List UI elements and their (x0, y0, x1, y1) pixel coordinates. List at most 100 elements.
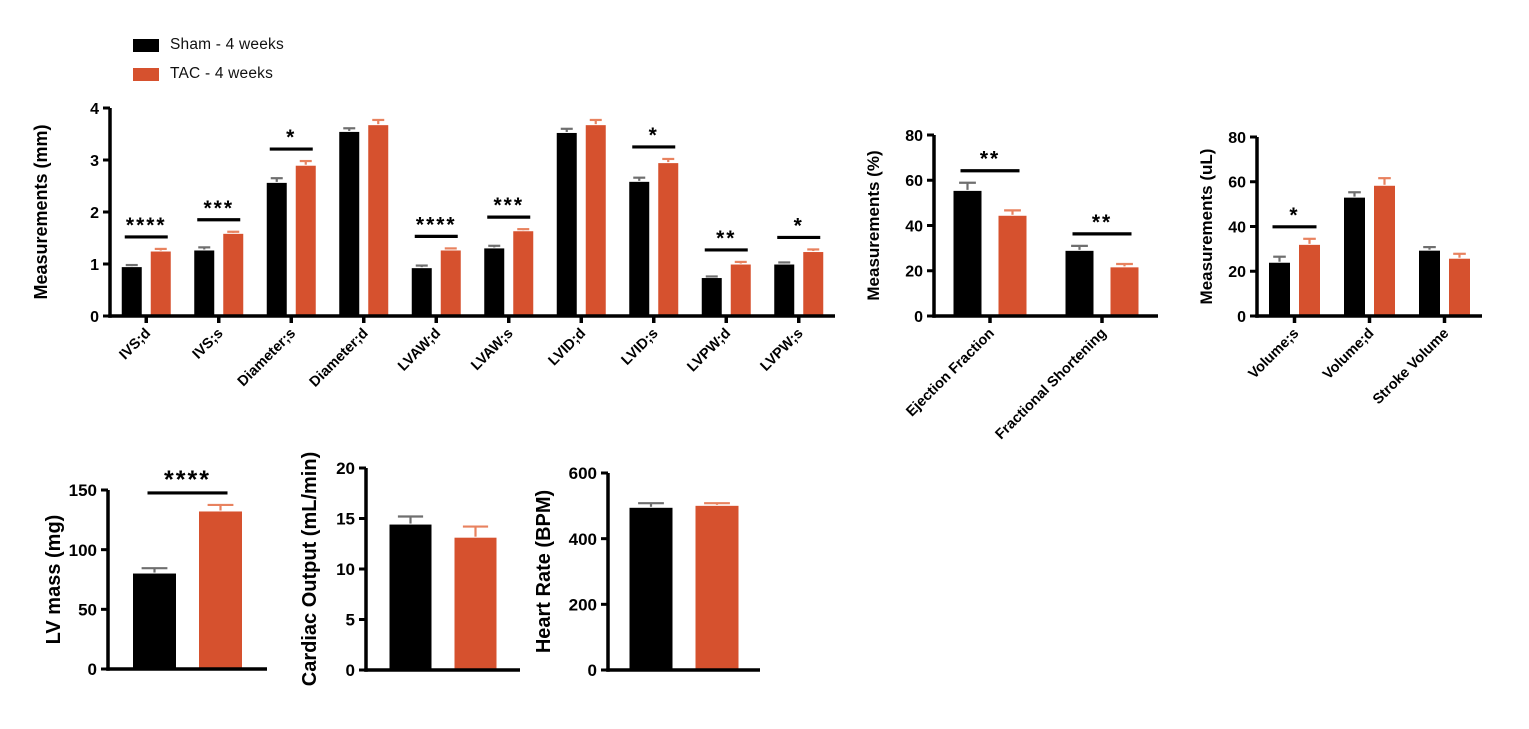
y-axis-label: Cardiac Output (mL/min) (299, 452, 321, 686)
y-tick-label: 3 (90, 153, 99, 170)
y-tick-label: 0 (346, 661, 355, 680)
legend-item-sham: Sham - 4 weeks (133, 36, 284, 54)
bar (1449, 258, 1470, 316)
bar (730, 264, 751, 316)
y-tick-label: 600 (569, 464, 597, 483)
bar (368, 125, 389, 316)
y-tick-label: 4 (90, 101, 99, 118)
bar (150, 251, 171, 316)
significance-stars: **** (416, 213, 457, 236)
significance-stars: *** (203, 197, 234, 220)
y-tick-label: 0 (90, 309, 99, 326)
bar (440, 250, 461, 316)
y-tick-label: 20 (1228, 264, 1246, 281)
chart-heart-rate: 0 200 400 600 Heart Rate (BPM) (533, 464, 760, 680)
bar (266, 182, 287, 316)
y-tick-label: 400 (569, 530, 597, 549)
chart-measurements-mm: IVS;d****IVS;s***Diameter;s*Diameter;d LV… (31, 101, 835, 391)
x-category-label: LVPW;d (684, 326, 734, 376)
chart-cardiac-output: 0 5 10 15 20 Cardiac Output (mL/min) (299, 452, 520, 686)
bar (998, 215, 1027, 316)
legend-label-tac: TAC - 4 weeks (170, 65, 274, 82)
legend-item-tac: TAC - 4 weeks (133, 65, 284, 83)
x-category-label: Stroke Volume (1370, 326, 1452, 408)
bar (223, 233, 244, 316)
y-tick-label: 200 (569, 595, 597, 614)
y-tick-label: 60 (905, 173, 923, 190)
bar (556, 132, 577, 316)
bar (953, 190, 982, 316)
y-tick-label: 10 (336, 560, 355, 579)
bar (389, 524, 432, 670)
y-axis-label: Heart Rate (BPM) (533, 490, 555, 653)
bar (411, 268, 432, 316)
x-category-label: Diameter;d (307, 326, 372, 391)
bar (701, 278, 722, 316)
y-axis-label: Measurements (%) (864, 150, 883, 300)
bar (339, 131, 360, 316)
bar (121, 267, 142, 316)
x-category-label: LVAW;s (468, 326, 516, 374)
x-category-label: Volume;d (1320, 326, 1377, 383)
x-category-label: IVS;d (117, 326, 155, 364)
y-tick-label: 0 (88, 660, 97, 679)
y-tick-label: 5 (346, 611, 355, 630)
bar (133, 573, 176, 669)
y-tick-label: 20 (336, 459, 355, 478)
bar (695, 505, 739, 670)
y-tick-label: 40 (1228, 219, 1246, 236)
significance-stars: ** (716, 227, 736, 250)
bar (774, 264, 795, 316)
y-tick-label: 20 (905, 264, 923, 281)
bar (484, 248, 505, 316)
y-tick-label: 150 (69, 481, 97, 500)
y-tick-label: 0 (588, 661, 597, 680)
y-tick-label: 50 (78, 600, 97, 619)
y-tick-label: 80 (1228, 130, 1246, 147)
bar (513, 231, 534, 316)
legend-label-sham: Sham - 4 weeks (170, 36, 284, 53)
y-tick-label: 100 (69, 541, 97, 560)
x-category-label: LVAW;d (395, 326, 444, 375)
legend-swatch-sham (133, 38, 159, 52)
x-category-label: Volume;s (1246, 326, 1303, 383)
bar (295, 165, 316, 316)
legend: Sham - 4 weeks TAC - 4 weeks (133, 36, 284, 94)
y-axis-label: Measurements (mm) (31, 124, 51, 299)
x-category-label: Ejection Fraction (903, 326, 997, 420)
bar (629, 507, 673, 670)
bar (1269, 262, 1290, 316)
significance-stars: * (1289, 204, 1299, 227)
y-tick-label: 15 (336, 510, 355, 529)
x-category-label: LVID;s (619, 326, 662, 369)
x-category-label: Fractional Shortening (993, 326, 1110, 443)
bar (1299, 244, 1320, 316)
chart-measurements-pct: Ejection Fraction ** Fractional Shortening… (864, 128, 1158, 443)
x-category-label: LVPW;s (757, 326, 806, 375)
bar (194, 250, 215, 316)
bar (199, 511, 242, 669)
legend-swatch-tac (133, 67, 159, 81)
bar (1419, 250, 1440, 316)
significance-stars: **** (164, 466, 211, 494)
bar (585, 125, 606, 316)
y-axis-label: LV mass (mg) (43, 515, 65, 645)
bar (658, 163, 679, 316)
significance-stars: * (794, 214, 804, 237)
significance-stars: ** (980, 148, 1000, 171)
y-tick-label: 1 (90, 257, 99, 274)
y-axis-label: Measurements (uL) (1197, 149, 1216, 305)
significance-stars: *** (493, 194, 524, 217)
bar (1374, 185, 1395, 316)
y-tick-label: 0 (914, 309, 923, 326)
x-category-label: IVS;s (190, 326, 227, 363)
y-tick-label: 0 (1237, 309, 1246, 326)
bar (1065, 250, 1094, 316)
x-category-label: LVID;d (545, 326, 589, 370)
significance-stars: **** (126, 214, 167, 237)
bar (1110, 267, 1139, 316)
significance-stars: ** (1092, 211, 1112, 234)
